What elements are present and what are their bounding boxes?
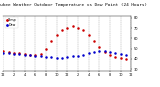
Text: Milwaukee Weather Outdoor Temperature vs Dew Point (24 Hours): Milwaukee Weather Outdoor Temperature vs… — [0, 3, 147, 7]
Legend: Temp, Dew: Temp, Dew — [5, 17, 18, 28]
